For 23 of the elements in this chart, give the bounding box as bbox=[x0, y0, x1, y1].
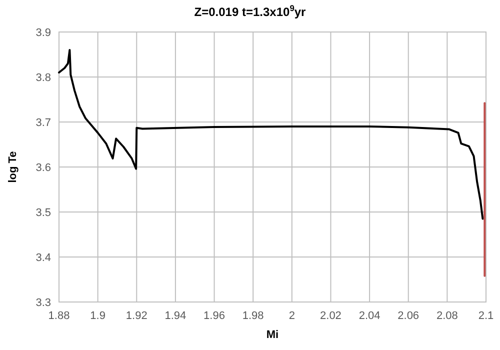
y-tick-label: 3.5 bbox=[36, 207, 51, 219]
y-tick-label: 3.8 bbox=[36, 72, 51, 84]
x-tick-label: 2.06 bbox=[398, 310, 420, 322]
y-tick-label: 3.9 bbox=[36, 27, 51, 39]
y-tick-label: 3.7 bbox=[36, 117, 51, 129]
x-tick-label: 1.96 bbox=[204, 310, 225, 322]
x-tick-label: 1.92 bbox=[126, 310, 148, 322]
x-tick-label: 2.08 bbox=[436, 310, 458, 322]
x-tick-label: 1.94 bbox=[164, 310, 186, 322]
chart-title: Z=0.019 t=1.3x10$^{9}$yr bbox=[194, 3, 306, 19]
x-tick-label: 2 bbox=[288, 310, 295, 322]
x-tick-label: 1.98 bbox=[242, 310, 264, 322]
y-tick-label: 3.4 bbox=[36, 252, 51, 264]
y-tick-label: 3.6 bbox=[36, 162, 51, 174]
x-tick-label: 2.1 bbox=[478, 310, 494, 322]
y-tick-label: 3.3 bbox=[36, 297, 51, 309]
line-series bbox=[58, 49, 484, 220]
x-tick-label: 1.9 bbox=[90, 310, 106, 322]
y-axis-title: log Te bbox=[7, 151, 19, 183]
x-tick-label: 2.04 bbox=[358, 310, 380, 322]
x-tick-label: 2.02 bbox=[320, 310, 342, 322]
x-axis-title: Mi bbox=[266, 329, 279, 341]
x-tick-label: 1.88 bbox=[48, 310, 70, 322]
